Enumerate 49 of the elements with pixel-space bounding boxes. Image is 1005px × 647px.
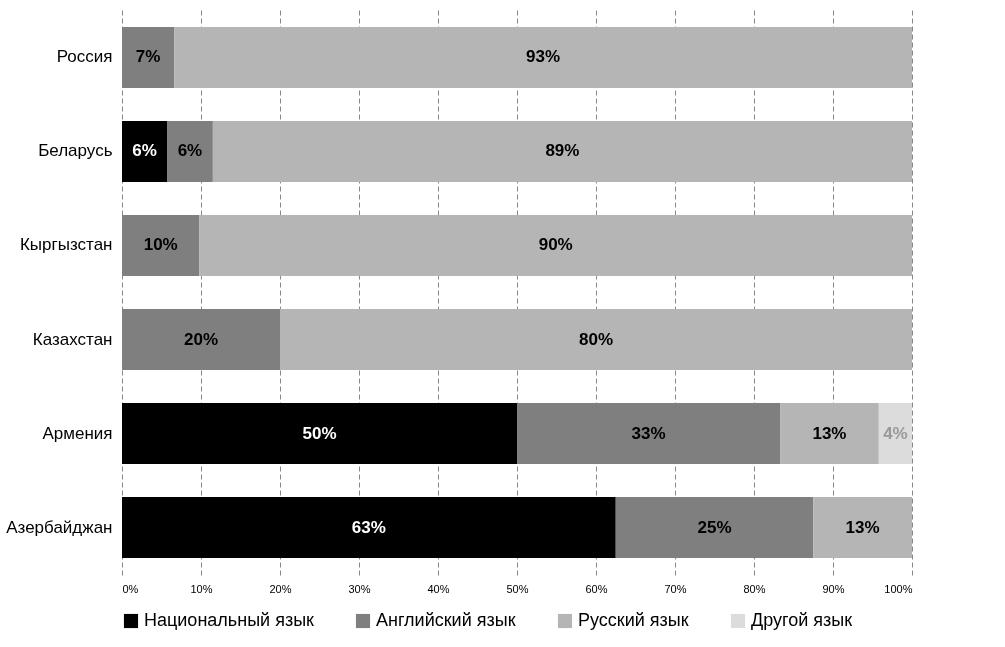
y-tick-label: Казахстан [32, 329, 113, 349]
data-label: 80% [578, 329, 614, 349]
x-tick-label: 100% [884, 582, 913, 595]
x-tick-label: 40% [427, 582, 450, 595]
y-tick-label: Россия [56, 47, 113, 67]
x-tick-label: 10% [190, 582, 213, 595]
data-label: 20% [183, 329, 219, 349]
data-label: 7% [135, 47, 161, 67]
y-tick-label: Беларусь [38, 141, 113, 161]
legend-label: Английский язык [376, 610, 516, 630]
data-label: 13% [845, 517, 880, 537]
x-tick-label: 60% [585, 582, 608, 595]
x-tick-label: 20% [269, 582, 292, 595]
bar [122, 496, 616, 559]
y-tick-label: Азербайджан [6, 517, 113, 537]
bar [199, 214, 912, 277]
x-tick-label: 50% [506, 582, 529, 595]
data-label: 93% [526, 47, 561, 67]
data-label: 63% [351, 517, 386, 537]
x-tick-label: 0% [122, 582, 139, 595]
legend-label: Национальный язык [144, 610, 315, 630]
data-label: 6% [177, 141, 203, 161]
data-label: 4% [883, 423, 908, 443]
data-label: 10% [143, 235, 178, 255]
bar [174, 26, 912, 89]
y-tick-label: Армения [42, 423, 113, 443]
bar [813, 496, 912, 559]
bar [122, 26, 175, 89]
y-tick-label: Кыргызстан [19, 235, 113, 255]
data-label: 33% [631, 423, 666, 443]
bar [780, 402, 879, 465]
bar [122, 402, 517, 465]
data-label: 6% [132, 141, 157, 161]
data-label: 90% [538, 235, 573, 255]
data-label: 89% [545, 141, 580, 161]
bar [212, 120, 912, 183]
bar [878, 402, 912, 465]
data-label: 50% [302, 423, 337, 443]
legend-label: Русский язык [578, 610, 689, 630]
data-label: 25% [697, 517, 732, 537]
x-tick-label: 30% [348, 582, 371, 595]
x-tick-label: 80% [743, 582, 766, 595]
data-label: 13% [812, 423, 847, 443]
bar [517, 402, 781, 465]
bar [122, 120, 168, 183]
legend-label: Другой язык [751, 610, 853, 630]
x-tick-label: 90% [822, 582, 845, 595]
bar [280, 308, 912, 371]
x-tick-label: 70% [664, 582, 687, 595]
